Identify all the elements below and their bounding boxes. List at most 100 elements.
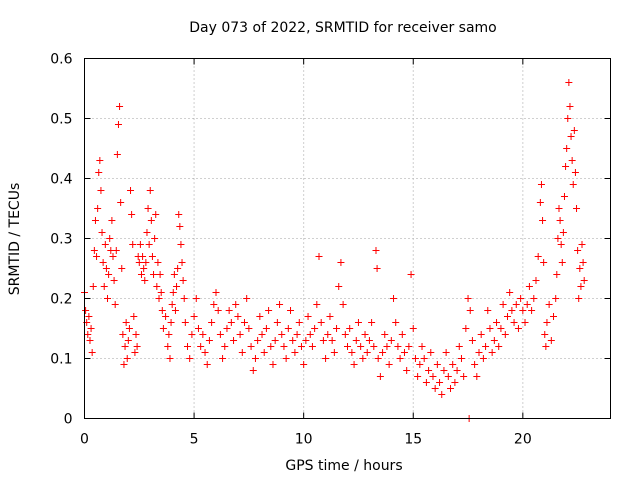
- data-point: [562, 163, 570, 170]
- data-point: [425, 367, 433, 374]
- data-point: [137, 271, 145, 278]
- data-point: [174, 265, 182, 272]
- data-point: [471, 361, 479, 368]
- data-point: [158, 307, 166, 314]
- data-point: [517, 295, 525, 302]
- data-point: [315, 253, 323, 260]
- data-point: [374, 355, 382, 362]
- data-point: [118, 265, 126, 272]
- data-point: [302, 337, 310, 344]
- data-point: [547, 337, 555, 344]
- data-point: [155, 295, 163, 302]
- data-point: [164, 343, 172, 350]
- data-point: [484, 307, 492, 314]
- data-point: [573, 205, 581, 212]
- data-point: [194, 325, 202, 332]
- data-point: [267, 343, 275, 350]
- data-point: [300, 361, 308, 368]
- data-point: [427, 349, 435, 356]
- data-point: [569, 181, 577, 188]
- data-point: [199, 331, 207, 338]
- y-tick-label: 0.1: [50, 352, 72, 368]
- x-tick-label: 0: [80, 432, 89, 448]
- x-tick-label: 15: [404, 432, 422, 448]
- data-point: [368, 319, 376, 326]
- data-point: [390, 295, 398, 302]
- data-point: [510, 319, 518, 326]
- data-point: [100, 283, 108, 290]
- data-point: [135, 259, 143, 266]
- data-point: [278, 331, 286, 338]
- data-point: [221, 343, 229, 350]
- data-point: [403, 367, 411, 374]
- data-point: [86, 337, 94, 344]
- data-point: [407, 271, 415, 278]
- data-point: [344, 343, 351, 350]
- data-point: [565, 79, 573, 86]
- data-point: [167, 319, 175, 326]
- data-point: [536, 199, 544, 206]
- data-point: [142, 259, 150, 266]
- data-point: [125, 325, 133, 332]
- data-point: [537, 181, 545, 188]
- chart-title: Day 073 of 2022, SRMTID for receiver sam…: [189, 20, 497, 36]
- data-point: [341, 331, 349, 338]
- data-point: [127, 187, 135, 194]
- data-point: [558, 259, 566, 266]
- data-point: [414, 373, 422, 380]
- data-point: [108, 217, 116, 224]
- data-point: [447, 385, 455, 392]
- data-point: [170, 271, 178, 278]
- data-point: [269, 361, 277, 368]
- data-point: [519, 307, 527, 314]
- data-point: [328, 337, 336, 344]
- data-point: [357, 343, 365, 350]
- data-point: [466, 307, 474, 314]
- data-point: [197, 343, 205, 350]
- data-point: [512, 301, 520, 308]
- data-point: [212, 289, 220, 296]
- data-point: [227, 319, 235, 326]
- data-point: [482, 343, 490, 350]
- data-point: [260, 349, 268, 356]
- data-point: [176, 223, 184, 230]
- data-point: [95, 169, 103, 176]
- data-point: [216, 331, 224, 338]
- data-point: [576, 265, 584, 272]
- data-point: [570, 127, 578, 134]
- data-point: [451, 379, 459, 386]
- data-point: [449, 361, 457, 368]
- data-point: [251, 355, 259, 362]
- data-point: [132, 331, 140, 338]
- data-point: [311, 325, 319, 332]
- plot-frame: [84, 58, 611, 419]
- data-point: [508, 307, 516, 314]
- data-point: [112, 247, 120, 254]
- data-point: [559, 229, 567, 236]
- y-tick-label: 0.3: [50, 232, 72, 248]
- data-point: [542, 343, 550, 350]
- data-point: [433, 361, 441, 368]
- data-point: [337, 259, 345, 266]
- data-point: [468, 337, 476, 344]
- data-point: [553, 271, 561, 278]
- data-point: [154, 259, 162, 266]
- data-point: [324, 331, 332, 338]
- data-point: [178, 259, 186, 266]
- data-point: [293, 331, 301, 338]
- data-point: [363, 349, 371, 356]
- data-point: [201, 349, 209, 356]
- data-point: [319, 337, 327, 344]
- data-point: [416, 361, 424, 368]
- data-point: [111, 301, 119, 308]
- data-point: [575, 295, 583, 302]
- data-point: [495, 343, 503, 350]
- data-point: [418, 343, 426, 350]
- data-point: [442, 349, 450, 356]
- data-point: [514, 325, 522, 332]
- data-point: [186, 355, 194, 362]
- x-tick-label: 20: [514, 432, 532, 448]
- y-axis-label: SRMTID / TECUs: [7, 183, 23, 296]
- data-point: [98, 229, 106, 236]
- data-point: [387, 337, 395, 344]
